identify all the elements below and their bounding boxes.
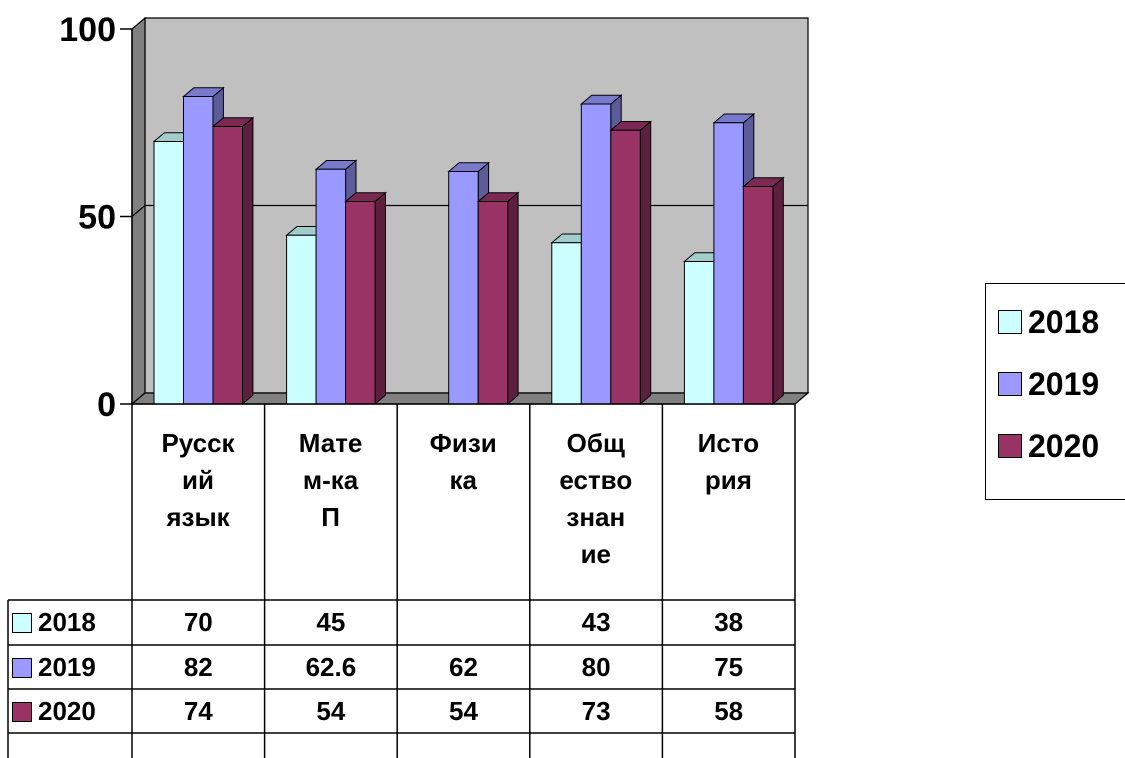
table-row-header: 2020 [12,689,96,733]
table-cell: 74 [183,696,213,726]
table-row-header: 2018 [12,600,96,644]
category-label: Общ ество знан ие [559,428,633,569]
table-cell: 58 [714,696,744,726]
legend-label: 2018 [1028,304,1100,340]
table-cell: 54 [449,696,478,726]
category-label: Русск ий язык [161,428,235,532]
data-table-grid [7,403,796,758]
bars [152,86,785,406]
legend-swatch [998,310,1022,334]
legend-label: 2019 [1028,366,1100,402]
bar-2020-4 [742,176,785,406]
bar-2020-1 [344,191,387,406]
bar-2020-0 [211,116,255,406]
legend-item: 2019 [998,366,1099,403]
value-axis: 0 50 100 [59,11,133,424]
table-cell [397,600,530,644]
legend-label: 2020 [1028,428,1100,464]
series-swatch [12,702,32,722]
category-label: Мате м-ка П [298,428,363,532]
category-label: Исто рия [697,428,760,495]
y-tick-label: 100 [59,11,116,49]
table-cell: 43 [581,607,611,637]
table-cell: 75 [714,652,744,682]
table-cell: 38 [714,607,744,637]
table-cell: 82 [183,652,213,682]
legend-item: 2020 [998,428,1099,465]
legend: 2018 2019 2020 [985,283,1125,500]
table-cell: 62 [449,652,478,682]
y-tick-label: 50 [78,199,116,237]
legend-item: 2018 [998,304,1099,341]
table-cell: 45 [316,607,346,637]
y-tick-label: 0 [97,386,116,424]
series-swatch [12,658,32,678]
category-label: Физи ка [429,428,497,495]
bar-2020-3 [609,120,653,406]
table-cell: 70 [183,607,213,637]
series-name: 2019 [38,652,96,682]
series-swatch [12,613,32,633]
legend-swatch [998,434,1022,458]
table-cell: 54 [316,696,346,726]
table-row-header: 2019 [12,645,96,689]
series-name: 2018 [38,607,96,637]
bar-2020-2 [476,191,520,406]
table-cell: 80 [581,652,611,682]
legend-swatch [998,372,1022,396]
series-name: 2020 [38,696,96,726]
table-cell: 62.6 [305,652,357,682]
table-cell: 73 [581,696,611,726]
